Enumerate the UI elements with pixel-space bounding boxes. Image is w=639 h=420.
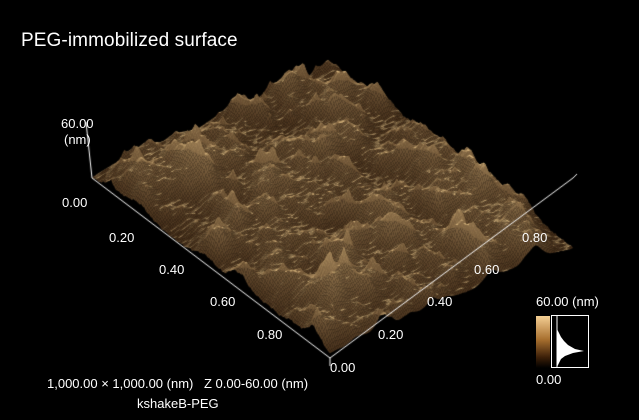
scale-bar-max-label: 60.00 (nm) xyxy=(536,294,599,309)
right-axis-tick: 0.40 xyxy=(427,294,453,309)
color-scale-bar xyxy=(536,316,550,368)
z-range-label: Z 0.00-60.00 (nm) xyxy=(204,376,309,391)
scale-bar-min-label: 0.00 xyxy=(536,372,562,387)
left-axis-tick: 0.80 xyxy=(257,327,283,342)
bottom-origin-label: 0.00 xyxy=(330,360,356,375)
image-title: PEG-immobilized surface xyxy=(21,30,238,51)
left-axis-tick: 0.40 xyxy=(159,262,185,277)
sample-name-label: kshakeB-PEG xyxy=(137,396,219,411)
z-axis-unit-label: (nm) xyxy=(64,132,91,147)
z-axis-min-label: 0.00 xyxy=(62,195,88,210)
scan-size-label: 1,000.00 × 1,000.00 (nm) xyxy=(47,376,194,391)
height-histogram xyxy=(551,315,589,368)
left-axis-tick: 0.20 xyxy=(109,230,135,245)
right-axis-tick: 0.20 xyxy=(378,327,404,342)
z-axis-max-label: 60.00 xyxy=(61,116,94,131)
left-axis-tick: 0.60 xyxy=(210,294,236,309)
right-axis-tick: 0.80 xyxy=(522,230,548,245)
right-axis-tick: 0.60 xyxy=(474,262,500,277)
